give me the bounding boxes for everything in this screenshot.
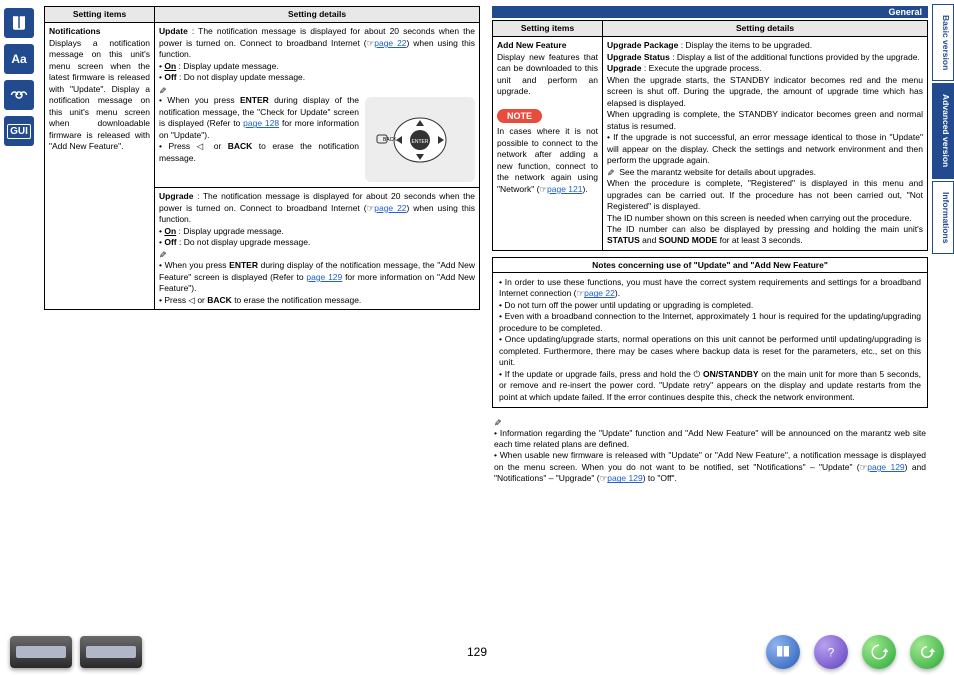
- link-page121[interactable]: page 121: [547, 184, 582, 194]
- link-page22b[interactable]: page 22: [374, 203, 406, 213]
- link-page129[interactable]: page 129: [306, 272, 342, 282]
- pen-icon: [159, 249, 169, 259]
- next-page-icon[interactable]: [910, 635, 944, 669]
- svg-text:BACK: BACK: [383, 137, 397, 143]
- prev-page-icon[interactable]: [862, 635, 896, 669]
- svg-text:?: ?: [828, 646, 835, 660]
- cell-addnew: Add New Feature Display new features tha…: [493, 37, 603, 250]
- svg-text:ENTER: ENTER: [412, 139, 429, 145]
- link-page129c[interactable]: page 129: [607, 473, 642, 483]
- page-number: 129: [467, 645, 487, 659]
- gui-icon[interactable]: GUI: [4, 116, 34, 146]
- device-rear-icon[interactable]: [80, 636, 142, 668]
- sidebar-icons: Aa GUI: [0, 0, 40, 675]
- notes-box-body: • In order to use these functions, you m…: [493, 273, 927, 407]
- cell-addnew-details: Upgrade Package : Display the items to b…: [603, 37, 928, 250]
- info-section: • Information regarding the "Update" fun…: [492, 416, 928, 485]
- cell-update: Update : The notification message is dis…: [155, 23, 480, 188]
- cell-notifications: Notifications Displays a notification me…: [45, 23, 155, 310]
- link-page128[interactable]: page 128: [243, 118, 279, 128]
- th-setting-items-r: Setting items: [493, 21, 603, 37]
- book-icon[interactable]: [4, 8, 34, 38]
- header-general: General: [492, 6, 928, 18]
- cell-upgrade: Upgrade : The notification message is di…: [155, 188, 480, 310]
- note-badge: NOTE: [497, 109, 542, 123]
- footer-nav: ?: [766, 635, 944, 669]
- th-setting-details: Setting details: [155, 7, 480, 23]
- device-front-icon[interactable]: [10, 636, 72, 668]
- notes-box-title: Notes concerning use of "Update" and "Ad…: [493, 258, 927, 273]
- right-tabs: Basic version Advanced version Informati…: [932, 0, 954, 675]
- right-settings-table: Setting items Setting details Add New Fe…: [492, 20, 928, 251]
- left-settings-table: Setting items Setting details Notificati…: [44, 6, 480, 310]
- contents-icon[interactable]: [766, 635, 800, 669]
- pen-icon: [494, 417, 504, 427]
- pen-icon: [159, 85, 169, 95]
- link-page22c[interactable]: page 22: [584, 288, 615, 298]
- help-icon[interactable]: ?: [814, 635, 848, 669]
- left-column: Setting items Setting details Notificati…: [44, 6, 480, 675]
- tab-informations[interactable]: Informations: [932, 181, 954, 254]
- tab-basic[interactable]: Basic version: [932, 4, 954, 81]
- right-column: General Setting items Setting details Ad…: [492, 6, 928, 675]
- pen-icon: [607, 167, 617, 177]
- tab-advanced[interactable]: Advanced version: [932, 83, 954, 178]
- remote-diagram: ENTER BACK: [365, 97, 475, 182]
- link-page129b[interactable]: page 129: [867, 462, 904, 472]
- link-page22[interactable]: page 22: [374, 38, 406, 48]
- loop-icon[interactable]: [4, 80, 34, 110]
- notes-box: Notes concerning use of "Update" and "Ad…: [492, 257, 928, 408]
- footer-devices: [10, 636, 142, 668]
- footer: 129 ?: [0, 635, 954, 669]
- main-content: Setting items Setting details Notificati…: [40, 0, 932, 675]
- th-setting-details-r: Setting details: [603, 21, 928, 37]
- th-setting-items: Setting items: [45, 7, 155, 23]
- aa-icon[interactable]: Aa: [4, 44, 34, 74]
